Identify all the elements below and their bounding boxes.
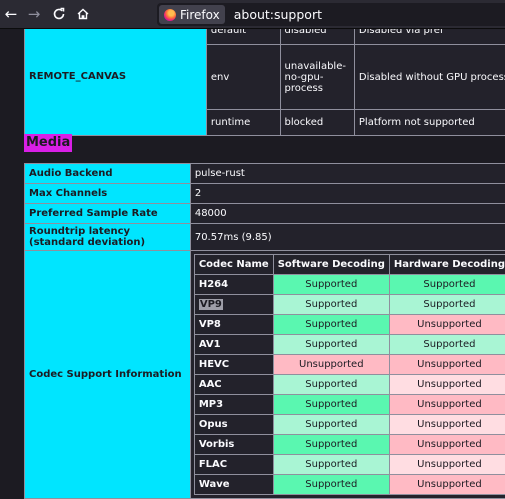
codec-support-cell: Codec Name Software Decoding Hardware De… bbox=[189, 250, 505, 499]
identity-box[interactable]: Firefox bbox=[159, 5, 225, 24]
codec-name: FLAC bbox=[193, 454, 274, 475]
codec-name: HEVC bbox=[193, 354, 274, 375]
status-cell: disabled bbox=[279, 29, 355, 45]
table-row: Preferred Sample Rate 48000 bbox=[24, 203, 505, 224]
codec-row: Opus Supported Unsupported bbox=[193, 414, 505, 435]
status-cell: unavailable-no-gpu-process bbox=[279, 43, 355, 111]
max-channels-label: Max Channels bbox=[24, 183, 191, 204]
codec-row: Wave Supported Unsupported bbox=[193, 474, 505, 495]
roundtrip-latency-value: 70.57ms (9.85) bbox=[189, 223, 505, 251]
hardware-decoding-cell: Supported bbox=[388, 334, 505, 355]
remote-canvas-table: REMOTE_CANVAS default disabled Disabled … bbox=[24, 29, 505, 136]
table-row: runtime blocked Platform not supported bbox=[25, 109, 505, 136]
message-cell: Disabled via pref bbox=[353, 29, 505, 45]
software-decoding-cell: Supported bbox=[272, 334, 390, 355]
software-decoding-cell: Supported bbox=[272, 474, 390, 495]
codec-name: Opus bbox=[193, 414, 274, 435]
hardware-decoding-cell: Unsupported bbox=[388, 434, 505, 455]
codec-name: Wave bbox=[193, 474, 274, 495]
software-decoding-cell: Supported bbox=[272, 414, 390, 435]
codec-support-label: Codec Support Information bbox=[24, 250, 191, 499]
codec-row: VP9 Supported Supported bbox=[193, 294, 505, 315]
max-channels-value: 2 bbox=[189, 183, 505, 204]
audio-backend-label: Audio Backend bbox=[24, 163, 191, 184]
table-row: Audio Backend pulse-rust bbox=[24, 163, 505, 184]
identity-label: Firefox bbox=[180, 7, 220, 22]
remote-canvas-label: REMOTE_CANVAS bbox=[24, 29, 207, 136]
table-row: env unavailable-no-gpu-process Disabled … bbox=[25, 43, 505, 111]
hardware-decoding-cell: Unsupported bbox=[388, 474, 505, 495]
codec-name: AV1 bbox=[193, 334, 274, 355]
media-table: Audio Backend pulse-rust Max Channels 2 … bbox=[24, 163, 505, 499]
browser-toolbar: ← → Firefox about:support bbox=[0, 0, 505, 29]
codec-name: AAC bbox=[193, 374, 274, 395]
media-heading: Media bbox=[24, 134, 73, 152]
codec-row: MP3 Supported Unsupported bbox=[193, 394, 505, 415]
selected-text: VP9 bbox=[198, 299, 223, 310]
sample-rate-label: Preferred Sample Rate bbox=[24, 203, 191, 224]
software-decoding-cell: Supported bbox=[272, 314, 390, 335]
codec-name: H264 bbox=[193, 274, 274, 295]
codec-name: MP3 bbox=[193, 394, 274, 415]
software-decoding-cell: Unsupported bbox=[272, 354, 390, 375]
codec-row: FLAC Supported Unsupported bbox=[193, 454, 505, 475]
codec-row: HEVC Unsupported Unsupported bbox=[193, 354, 505, 375]
page-content: REMOTE_CANVAS default disabled Disabled … bbox=[0, 29, 505, 499]
back-arrow-icon[interactable]: ← bbox=[4, 5, 18, 23]
software-decoding-cell: Supported bbox=[272, 374, 390, 395]
codec-row: H264 Supported Supported bbox=[193, 274, 505, 295]
table-row: Roundtrip latency (standard deviation) 7… bbox=[24, 223, 505, 251]
codec-row: AAC Supported Unsupported bbox=[193, 374, 505, 395]
software-decoding-cell: Supported bbox=[272, 394, 390, 415]
table-row: Codec Support Information Codec Name Sof… bbox=[24, 250, 505, 499]
message-cell: Disabled without GPU process bbox=[353, 43, 505, 111]
codec-name-header: Codec Name bbox=[193, 254, 274, 275]
codec-table: Codec Name Software Decoding Hardware De… bbox=[193, 254, 505, 495]
codec-row: Vorbis Supported Unsupported bbox=[193, 434, 505, 455]
software-decoding-cell: Supported bbox=[272, 274, 390, 295]
hardware-decoding-cell: Supported bbox=[388, 274, 505, 295]
table-row: Max Channels 2 bbox=[24, 183, 505, 204]
backend-cell: env bbox=[205, 43, 281, 111]
codec-name: Vorbis bbox=[193, 434, 274, 455]
software-decoding-cell: Supported bbox=[272, 454, 390, 475]
codec-header-row: Codec Name Software Decoding Hardware De… bbox=[193, 254, 505, 275]
hardware-decoding-cell: Unsupported bbox=[388, 374, 505, 395]
forward-arrow-icon[interactable]: → bbox=[27, 5, 41, 23]
hardware-decoding-cell: Unsupported bbox=[388, 394, 505, 415]
roundtrip-latency-label: Roundtrip latency (standard deviation) bbox=[24, 223, 191, 251]
software-decoding-cell: Supported bbox=[272, 434, 390, 455]
hardware-decoding-cell: Unsupported bbox=[388, 414, 505, 435]
hardware-decoding-cell: Unsupported bbox=[388, 314, 505, 335]
codec-name: VP9 bbox=[193, 294, 274, 315]
hardware-decoding-cell: Unsupported bbox=[388, 354, 505, 375]
status-cell: blocked bbox=[279, 109, 355, 136]
sample-rate-value: 48000 bbox=[189, 203, 505, 224]
reload-icon[interactable] bbox=[48, 4, 70, 24]
software-decoding-cell: Supported bbox=[272, 294, 390, 315]
url-text[interactable]: about:support bbox=[233, 7, 322, 22]
hardware-decoding-header: Hardware Decoding bbox=[388, 254, 505, 275]
firefox-logo-icon bbox=[164, 8, 176, 21]
backend-cell: default bbox=[205, 29, 281, 45]
codec-row: VP8 Supported Unsupported bbox=[193, 314, 505, 335]
message-cell: Platform not supported bbox=[353, 109, 505, 136]
url-bar[interactable]: Firefox about:support bbox=[157, 3, 505, 26]
audio-backend-value: pulse-rust bbox=[189, 163, 505, 184]
codec-row: AV1 Supported Supported bbox=[193, 334, 505, 355]
hardware-decoding-cell: Supported bbox=[388, 294, 505, 315]
table-row: REMOTE_CANVAS default disabled Disabled … bbox=[24, 29, 505, 136]
software-decoding-header: Software Decoding bbox=[272, 254, 390, 275]
codec-name: VP8 bbox=[193, 314, 274, 335]
home-icon[interactable] bbox=[72, 4, 94, 24]
backend-cell: runtime bbox=[205, 109, 281, 136]
hardware-decoding-cell: Unsupported bbox=[388, 454, 505, 475]
